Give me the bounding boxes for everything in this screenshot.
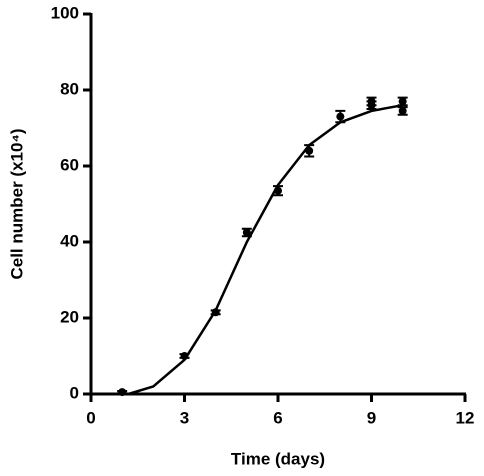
data-point <box>211 308 220 317</box>
x-axis-label: Time (days) <box>231 449 325 468</box>
y-tick-label: 100 <box>51 3 79 22</box>
x-tick-label: 9 <box>367 408 376 427</box>
x-tick-label: 3 <box>180 408 189 427</box>
data-point <box>242 228 251 237</box>
y-tick-label: 80 <box>60 79 79 98</box>
y-tick-label: 40 <box>60 231 79 250</box>
data-point <box>336 112 345 121</box>
data-point <box>398 106 407 115</box>
x-tick-label: 12 <box>456 408 475 427</box>
data-point <box>398 97 407 106</box>
data-point <box>274 186 282 195</box>
data-point <box>305 146 314 155</box>
y-tick-label: 0 <box>70 383 79 402</box>
x-tick-label: 0 <box>86 408 95 427</box>
y-tick-label: 60 <box>60 155 79 174</box>
data-point <box>367 101 376 110</box>
data-point <box>180 352 189 360</box>
y-tick-label: 20 <box>60 307 79 326</box>
fit-curve <box>128 103 403 396</box>
y-axis-label: Cell number (x10⁴) <box>7 128 26 279</box>
x-tick-label: 6 <box>273 408 282 427</box>
data-point <box>118 388 127 397</box>
